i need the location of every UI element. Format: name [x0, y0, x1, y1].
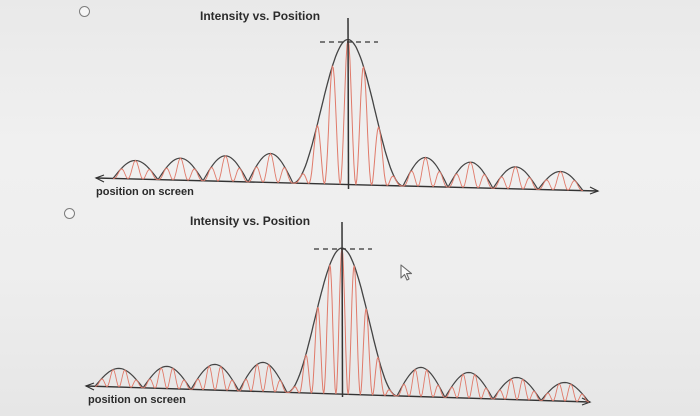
interference-fringe-side [468, 373, 482, 399]
interference-fringe-side [274, 379, 288, 393]
interference-fringe-side [214, 365, 228, 391]
x-axis-arrow-right [589, 186, 600, 195]
answer-option-2[interactable]: Intensity vs. Position position on scree… [0, 205, 700, 416]
x-axis-label: position on screen [88, 394, 186, 406]
interference-fringe-side [202, 365, 216, 391]
interference-fringe-side [142, 168, 159, 181]
interference-fringe-central [308, 124, 325, 185]
answer-option-1[interactable]: Intensity vs. Position position on scree… [0, 0, 700, 205]
envelope-side-lobe [492, 376, 542, 401]
interference-fringe-side [154, 367, 168, 389]
center-vertical-line [347, 17, 350, 190]
interference-fringe-side [232, 167, 249, 183]
interference-fringe-side [217, 154, 234, 182]
interference-fringe-central [293, 173, 310, 184]
interference-fringe-side [408, 368, 422, 397]
envelope-side-lobe [540, 381, 590, 403]
envelope-side-lobe [444, 371, 494, 400]
envelope-side-lobe [94, 367, 144, 389]
interference-fringe-central [298, 354, 312, 394]
interference-fringe-side [262, 363, 276, 393]
x-axis-arrow-left [94, 174, 105, 183]
interference-fringe-side [166, 367, 180, 390]
interference-fringe-side [480, 387, 494, 400]
envelope-side-lobe [238, 361, 288, 393]
interference-fringe-side [250, 363, 264, 392]
chart-title: Intensity vs. Position [190, 214, 311, 228]
interference-fringe-side [507, 165, 524, 190]
interference-fringe-central [287, 386, 300, 394]
interference-fringe-central [371, 126, 388, 186]
interference-fringe-side [516, 378, 530, 401]
interference-fringe-side [247, 166, 264, 183]
interference-fringe-side [238, 378, 252, 392]
interference-fringe-side [462, 161, 479, 189]
interference-fringe-side [567, 179, 584, 192]
interference-fringe-side [277, 166, 294, 184]
interference-fringe-side [537, 179, 554, 191]
interference-fringe-side [528, 390, 542, 401]
interference-fringe-side [432, 170, 449, 188]
radio-button-option-2[interactable] [64, 208, 75, 219]
interference-fringe-side [396, 383, 410, 397]
interference-fringe-side [552, 170, 569, 191]
x-axis-arrow-right [581, 397, 592, 406]
interference-fringe-central [372, 356, 386, 396]
interference-fringe-central [347, 265, 361, 395]
envelope-side-lobe [190, 363, 240, 392]
interference-fringe-side [552, 383, 566, 402]
interference-fringe-central [310, 306, 325, 394]
interference-fringe-side [456, 373, 470, 399]
chart-title: Intensity vs. Position [200, 9, 321, 23]
interference-fringe-side [202, 166, 219, 182]
intensity-chart-1 [94, 17, 600, 195]
interference-fringe-side [432, 384, 446, 398]
interference-fringe-side [420, 368, 434, 398]
interference-fringe-side [564, 383, 578, 402]
interference-fringe-side [106, 368, 120, 388]
x-axis-line [95, 177, 599, 192]
interference-fringe-side [504, 378, 518, 400]
center-vertical-line [341, 221, 344, 398]
interference-fringe-side [447, 173, 464, 188]
interference-fringe-side [127, 159, 144, 180]
interference-fringe-side [444, 386, 458, 399]
interference-fringe-side [477, 173, 494, 189]
interference-fringe-central [323, 65, 341, 185]
envelope-side-lobe [142, 365, 192, 390]
interference-fringe-side [417, 156, 434, 187]
interference-fringe-side [142, 378, 156, 389]
interference-fringe-side [576, 393, 590, 403]
interference-fringe-side [492, 389, 506, 400]
interference-fringe-side [187, 168, 204, 182]
radio-button-option-1[interactable] [79, 6, 90, 17]
interference-fringe-side [178, 379, 192, 390]
interference-fringe-side [190, 378, 204, 390]
interference-fringe-central [355, 65, 373, 186]
interference-fringe-side [94, 378, 108, 388]
interference-fringe-side [172, 157, 189, 181]
interference-fringe-side [118, 369, 132, 388]
x-axis-line [85, 385, 591, 403]
intensity-chart-2 [84, 221, 592, 406]
interference-fringe-side [262, 152, 279, 183]
interference-fringe-side [402, 170, 419, 187]
interference-fringe-central [384, 389, 398, 397]
interference-fringe-central [386, 175, 404, 187]
mouse-pointer-icon [400, 264, 413, 281]
x-axis-arrow-left [84, 382, 95, 391]
x-axis-label: position on screen [96, 186, 194, 198]
interference-fringe-side [492, 176, 509, 189]
envelope-side-lobe [396, 366, 446, 398]
interference-fringe-side [130, 379, 144, 389]
interference-fringe-side [540, 392, 554, 402]
interference-fringe-central [359, 308, 374, 396]
interference-fringe-central [323, 264, 337, 394]
interference-fringe-side [112, 168, 129, 180]
interference-fringe-side [157, 167, 174, 181]
interference-fringe-side [226, 379, 240, 392]
interference-fringe-side [522, 176, 539, 190]
